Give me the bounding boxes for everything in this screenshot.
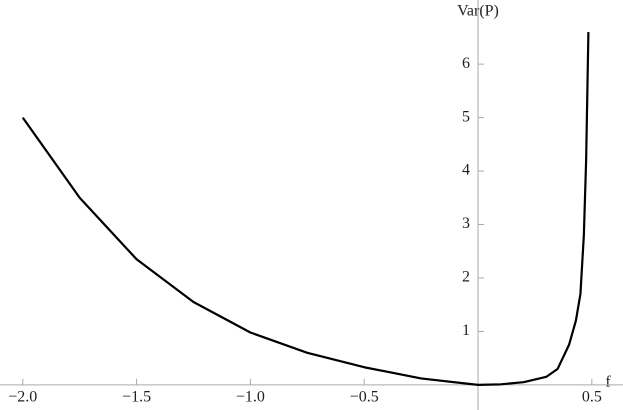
y-tick-label: 6 bbox=[462, 55, 470, 72]
y-tick-label: 2 bbox=[462, 269, 470, 286]
x-tick-label: −1.5 bbox=[122, 389, 151, 406]
x-tick-label: 0.5 bbox=[582, 389, 602, 406]
x-tick-label: −1.0 bbox=[236, 389, 265, 406]
x-tick-label: −2.0 bbox=[8, 389, 37, 406]
curve bbox=[21, 32, 590, 386]
x-axis-label: f bbox=[605, 374, 611, 391]
y-tick-label: 3 bbox=[462, 215, 470, 232]
x-tick-label: −0.5 bbox=[350, 389, 379, 406]
y-tick-label: 1 bbox=[462, 322, 470, 339]
y-tick-label: 5 bbox=[462, 108, 470, 125]
y-tick-label: 4 bbox=[462, 162, 470, 179]
